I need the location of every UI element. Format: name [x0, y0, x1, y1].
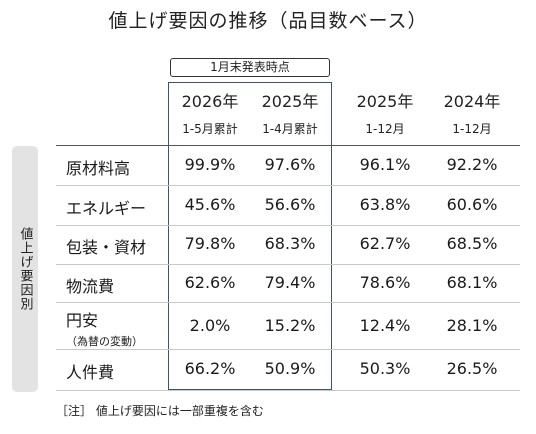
table-bottom-divider — [56, 390, 520, 391]
table-cell: 62.7% — [359, 234, 411, 253]
column-year-4: 2024年 — [443, 92, 501, 111]
row-label-weak-yen-main: 円安 — [66, 311, 99, 330]
footnote: ［注］ 値上げ要因には一部重複を含む — [56, 404, 264, 418]
row-label-logistics: 物流費 — [66, 277, 115, 296]
row-divider — [56, 225, 520, 226]
row-label-raw-materials: 原材料高 — [66, 159, 131, 178]
table-cell: 28.1% — [446, 316, 498, 335]
row-label-weak-yen-sub: （為替の変動） — [66, 335, 143, 348]
row-divider — [56, 349, 520, 350]
table-cell: 92.2% — [446, 155, 498, 174]
side-category-label: 値上げ要因別 — [12, 146, 38, 392]
highlighted-columns-frame — [168, 82, 332, 390]
table-cell: 99.9% — [184, 155, 236, 174]
row-divider — [56, 302, 520, 303]
table-cell: 45.6% — [184, 195, 236, 214]
table-cell: 97.6% — [264, 155, 316, 174]
announcement-note-box: 1月末発表時点 — [170, 58, 330, 77]
table-cell: 26.5% — [446, 359, 498, 378]
column-range-4: 1-12月 — [452, 122, 492, 136]
table-header-divider — [56, 145, 520, 146]
row-label-weak-yen: 円安 （為替の変動） — [66, 307, 143, 349]
table-cell: 60.6% — [446, 195, 498, 214]
table-cell: 96.1% — [359, 155, 411, 174]
table-cell: 68.3% — [264, 234, 316, 253]
table-cell: 15.2% — [264, 316, 316, 335]
row-divider — [56, 264, 520, 265]
row-label-energy: エネルギー — [66, 199, 147, 218]
table-cell: 68.5% — [446, 234, 498, 253]
column-year-1: 2026年 — [181, 92, 239, 111]
table-cell: 12.4% — [359, 316, 411, 335]
column-range-1: 1-5月累計 — [182, 122, 238, 136]
side-category-text: 値上げ要因別 — [17, 227, 33, 311]
page-title: 値上げ要因の推移（品目数ベース） — [108, 10, 428, 32]
table-cell: 50.3% — [359, 359, 411, 378]
table-cell: 50.9% — [264, 359, 316, 378]
column-range-2: 1-4月累計 — [262, 122, 318, 136]
column-year-2: 2025年 — [261, 92, 319, 111]
table-cell: 79.4% — [264, 273, 316, 292]
table-cell: 68.1% — [446, 273, 498, 292]
table-cell: 2.0% — [189, 316, 231, 335]
table-cell: 79.8% — [184, 234, 236, 253]
table-cell: 62.6% — [184, 273, 236, 292]
table-cell: 63.8% — [359, 195, 411, 214]
row-divider — [56, 185, 520, 186]
table-cell: 78.6% — [359, 273, 411, 292]
column-year-3: 2025年 — [356, 92, 414, 111]
table-cell: 66.2% — [184, 359, 236, 378]
column-range-3: 1-12月 — [365, 122, 405, 136]
table-cell: 56.6% — [264, 195, 316, 214]
row-label-packaging: 包装・資材 — [66, 238, 147, 257]
row-label-labor-costs: 人件費 — [66, 363, 115, 382]
